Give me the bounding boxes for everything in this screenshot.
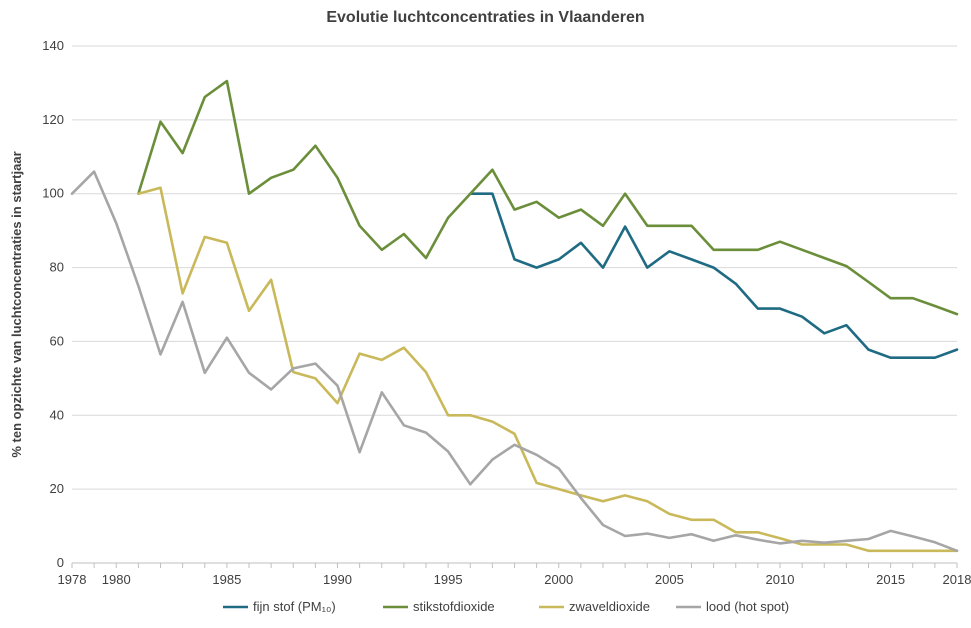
x-tick-label: 2010 [766, 572, 795, 587]
y-tick-label: 60 [50, 333, 64, 348]
y-tick-label: 80 [50, 260, 64, 275]
y-tick-label: 40 [50, 407, 64, 422]
y-tick-label: 0 [57, 555, 64, 570]
x-tick-label: 2015 [876, 572, 905, 587]
y-tick-label: 20 [50, 481, 64, 496]
series-line-2 [137, 186, 959, 553]
series-line-1 [137, 79, 959, 316]
x-tick-label: 1995 [434, 572, 463, 587]
y-axis-title: % ten opzichte van luchtconcentraties in… [9, 151, 24, 457]
legend-label: lood (hot spot) [706, 599, 789, 614]
series-line-3 [70, 170, 959, 553]
chart-title: Evolutie luchtconcentraties in Vlaandere… [326, 9, 645, 26]
y-tick-label: 140 [42, 38, 64, 53]
y-tick-label: 100 [42, 186, 64, 201]
legend-label: fijn stof (PM₁₀) [253, 599, 336, 614]
x-tick-label: 1980 [102, 572, 131, 587]
x-tick-label: 2018 [943, 572, 971, 587]
x-tick-label: 2005 [655, 572, 684, 587]
series-line-0 [468, 192, 959, 360]
x-tick-label: 1990 [323, 572, 352, 587]
legend-label: stikstofdioxide [413, 599, 495, 614]
y-tick-label: 120 [42, 112, 64, 127]
x-tick-label: 1985 [212, 572, 241, 587]
legend-label: zwaveldioxide [569, 599, 650, 614]
x-tick-label: 2000 [544, 572, 573, 587]
x-tick-label: 1978 [58, 572, 87, 587]
